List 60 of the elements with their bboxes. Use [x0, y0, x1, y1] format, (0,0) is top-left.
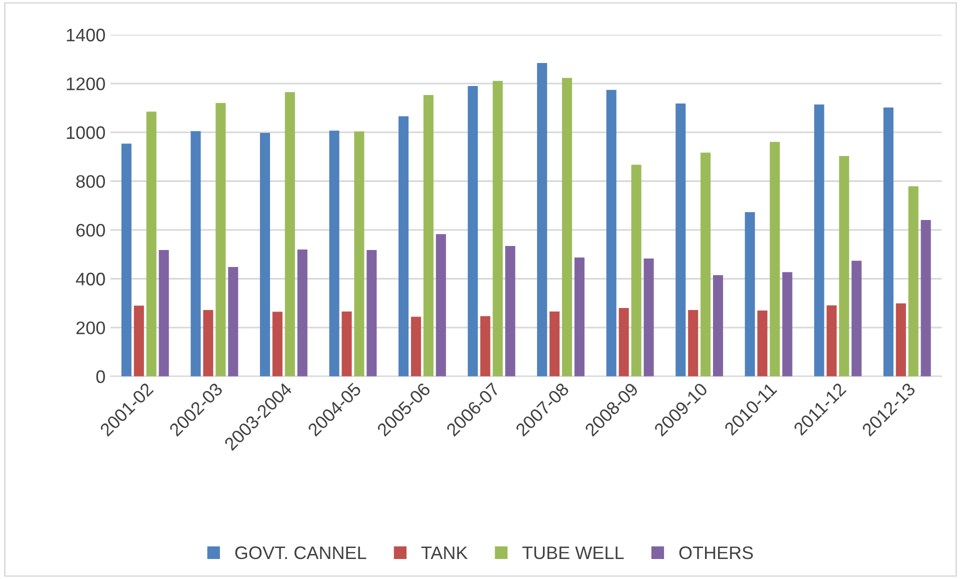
bar — [920, 220, 931, 376]
bar — [468, 86, 478, 376]
bar — [505, 246, 516, 376]
bar — [480, 316, 490, 376]
legend-label: GOVT. CANNEL — [235, 546, 366, 560]
bar — [190, 131, 201, 376]
bar — [676, 104, 686, 376]
bar — [839, 156, 850, 376]
bar — [574, 258, 585, 376]
bar — [826, 305, 837, 376]
bar — [644, 258, 654, 376]
bar — [354, 131, 364, 376]
bar — [562, 78, 572, 376]
bar — [757, 310, 768, 376]
bar — [146, 112, 156, 376]
bar — [158, 250, 169, 376]
bar — [342, 311, 352, 376]
legend-label: OTHERS — [679, 546, 753, 560]
bar — [134, 306, 144, 376]
y-tick-label: 0 — [96, 370, 105, 384]
bar — [423, 95, 434, 376]
bar — [436, 234, 446, 376]
bar — [908, 186, 918, 376]
bar — [688, 310, 698, 376]
y-tick-label: 1200 — [66, 77, 105, 90]
y-tick-label: 800 — [76, 175, 105, 188]
y-tick-label: 400 — [76, 272, 105, 286]
bar — [366, 250, 377, 376]
bar — [852, 260, 862, 376]
bar — [814, 104, 824, 376]
bar — [618, 308, 629, 376]
bar — [770, 142, 780, 376]
bar — [631, 164, 642, 376]
bar — [272, 312, 282, 376]
y-tick-label: 200 — [76, 321, 105, 334]
bar — [410, 316, 422, 376]
legend-label: TUBE WELL — [522, 546, 624, 560]
bar — [896, 303, 906, 376]
bar — [284, 92, 295, 376]
bar — [700, 152, 711, 376]
bar — [550, 311, 560, 376]
legend-label: TANK — [421, 546, 468, 560]
y-tick-label: 1400 — [66, 28, 105, 42]
bar — [606, 90, 616, 376]
bar — [203, 310, 214, 376]
bar — [121, 144, 132, 376]
bar — [713, 275, 724, 376]
bar — [744, 212, 755, 376]
bar — [329, 130, 340, 376]
bar — [492, 80, 503, 376]
bar — [537, 63, 548, 376]
y-tick-label: 1000 — [66, 126, 105, 140]
bar — [398, 116, 409, 376]
bar — [228, 267, 238, 376]
bar — [297, 249, 308, 376]
bar — [883, 107, 894, 376]
y-tick-label: 600 — [76, 224, 105, 237]
bar — [782, 272, 792, 376]
bar — [216, 103, 226, 376]
bar — [260, 132, 270, 376]
